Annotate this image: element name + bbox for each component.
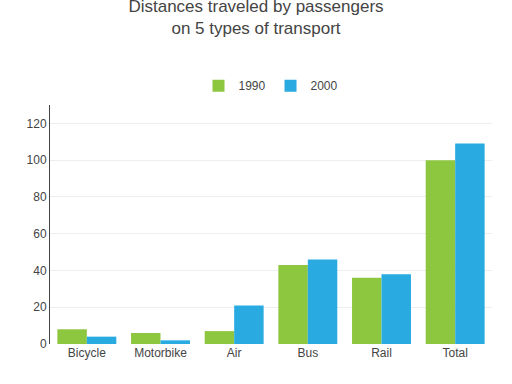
svg-text:20: 20 — [33, 300, 47, 314]
svg-text:1990: 1990 — [239, 79, 266, 93]
svg-text:Bicycle: Bicycle — [68, 346, 106, 360]
svg-text:120: 120 — [27, 117, 47, 131]
svg-text:Bus: Bus — [297, 346, 318, 360]
svg-text:Air: Air — [227, 346, 242, 360]
svg-text:Distances traveled by passenge: Distances traveled by passengerson 5 typ… — [128, 0, 383, 38]
svg-text:2000: 2000 — [311, 79, 338, 93]
svg-text:40: 40 — [33, 264, 47, 278]
svg-text:Motorbike: Motorbike — [134, 346, 187, 360]
svg-text:100: 100 — [27, 153, 47, 167]
svg-text:Rail: Rail — [371, 346, 392, 360]
svg-text:60: 60 — [33, 227, 47, 241]
svg-text:Total: Total — [442, 346, 467, 360]
svg-text:0: 0 — [40, 337, 47, 351]
svg-text:80: 80 — [33, 190, 47, 204]
